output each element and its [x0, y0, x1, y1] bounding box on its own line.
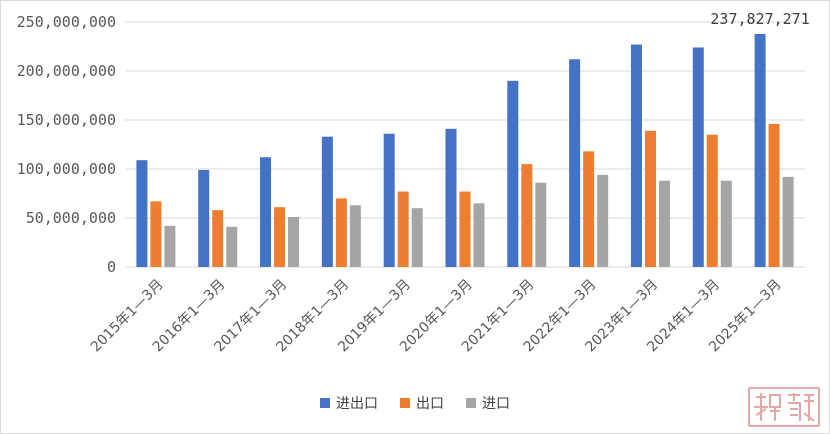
bar [535, 182, 547, 267]
bar [521, 164, 533, 267]
bar [212, 210, 224, 267]
bar [583, 151, 595, 267]
bar [136, 160, 148, 267]
bar [260, 157, 272, 267]
legend-swatch-export-import [320, 398, 330, 408]
legend-item-export-import: 进出口 [320, 393, 378, 413]
bar [658, 180, 670, 267]
y-tick-label: 100,000,000 [17, 160, 116, 178]
y-tick-label: 0 [107, 258, 116, 276]
bar [720, 180, 732, 267]
bar [782, 176, 794, 267]
bar [459, 191, 471, 267]
bar [198, 169, 210, 267]
bar [597, 174, 609, 267]
y-tick-label: 250,000,000 [17, 13, 116, 31]
legend: 进出口 出口 进口 [0, 393, 830, 413]
bar [692, 47, 704, 268]
data-labels: 237,827,271 [710, 10, 809, 28]
legend-label-import: 进口 [482, 396, 510, 412]
x-axis-ticks: 2015年1—3月2016年1—3月2017年1—3月2018年1—3月2019… [88, 277, 785, 356]
bar [754, 33, 766, 267]
legend-swatch-import [466, 398, 476, 408]
bar [706, 134, 718, 267]
gridlines [125, 21, 805, 268]
bar [349, 205, 361, 267]
bar [274, 207, 286, 267]
bar [569, 59, 581, 267]
y-tick-label: 50,000,000 [26, 209, 116, 227]
bar [768, 123, 780, 267]
bars [136, 33, 794, 268]
bar [321, 136, 333, 267]
y-tick-label: 150,000,000 [17, 111, 116, 129]
y-axis-ticks: 0 50,000,000 100,000,000 150,000,000 200,000… [17, 13, 116, 276]
y-tick-label: 200,000,000 [17, 62, 116, 80]
data-label: 237,827,271 [710, 10, 809, 28]
bar [150, 201, 162, 267]
legend-swatch-export [400, 398, 410, 408]
bar [630, 44, 642, 267]
legend-item-export: 出口 [400, 393, 444, 413]
bar [411, 208, 423, 267]
bar [164, 225, 176, 267]
bar [288, 217, 300, 267]
bar [445, 128, 457, 267]
bar [383, 133, 395, 267]
legend-item-import: 进口 [466, 393, 510, 413]
bar [335, 198, 347, 267]
legend-label-export: 出口 [416, 396, 444, 412]
legend-label-export-import: 进出口 [336, 396, 378, 412]
bar [226, 226, 238, 267]
bar [397, 191, 409, 267]
watermark-seal [748, 387, 820, 427]
bar [473, 203, 485, 267]
bar [507, 80, 519, 267]
bar [644, 130, 656, 267]
